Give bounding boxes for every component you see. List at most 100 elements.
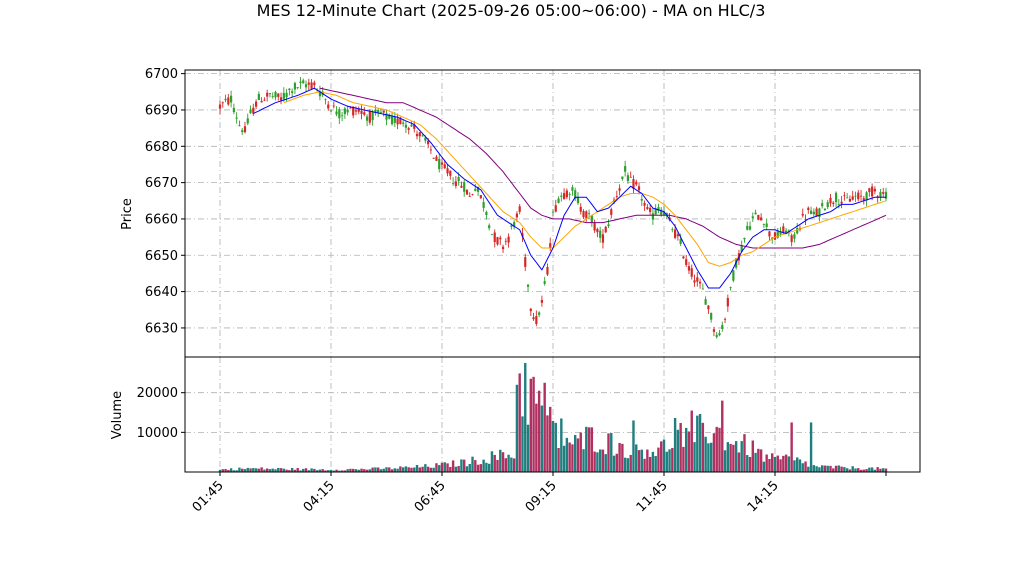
volume-bar (698, 413, 702, 472)
candle-up (762, 224, 765, 225)
volume-bar (551, 420, 555, 472)
candle-up (268, 93, 272, 95)
candle-up (571, 187, 574, 191)
volume-bar (299, 470, 302, 472)
volume-bar (743, 434, 746, 472)
candle-up (274, 91, 277, 98)
candle-down (554, 205, 557, 212)
volume-bar (829, 465, 832, 472)
volume-bar (440, 462, 444, 472)
volume-tick-label: 10000 (137, 426, 178, 441)
volume-bar (815, 466, 818, 472)
candle-down (790, 235, 793, 243)
candle-down (815, 208, 818, 216)
candle-up (729, 287, 732, 289)
volume-bar (721, 400, 724, 472)
candle-up (743, 237, 746, 240)
candle-down (307, 82, 310, 85)
candle-down (532, 317, 535, 320)
volume-bar (540, 405, 544, 472)
candle-down (760, 217, 763, 221)
volume-bar (296, 468, 299, 472)
candle-up (837, 204, 840, 206)
volume-bar (876, 467, 879, 472)
volume-bar (304, 468, 308, 472)
candle-up (590, 215, 593, 224)
candle-up (715, 334, 718, 338)
volume-bar (751, 440, 754, 472)
candle-up (410, 124, 413, 127)
candle-down (629, 176, 632, 178)
volume-bar (787, 456, 791, 472)
candle-up (551, 211, 555, 213)
volume-bar (654, 456, 657, 472)
candle-up (732, 270, 735, 281)
candle-up (740, 245, 743, 252)
volume-bar (837, 465, 841, 472)
candle-down (310, 82, 313, 89)
price-axis-label: Price (120, 198, 135, 230)
volume-bar (393, 468, 397, 472)
candle-up (365, 116, 369, 121)
volume-bar (826, 465, 829, 472)
price-tick-label: 6650 (145, 249, 178, 264)
volume-bar (848, 469, 852, 472)
candle-up (793, 234, 796, 239)
price-tick-label: 6700 (145, 67, 178, 82)
candle-down (707, 305, 710, 310)
candle-down (443, 164, 446, 169)
candle-down (696, 277, 699, 282)
volume-bar (629, 454, 632, 472)
volume-bar (310, 468, 313, 472)
volume-bar (726, 442, 730, 472)
candle-up (385, 113, 388, 120)
volume-bar (257, 468, 261, 472)
candle-down (582, 211, 585, 218)
candle-down (690, 268, 693, 277)
candle-up (241, 130, 244, 133)
candle-up (624, 166, 627, 172)
volume-bar (318, 469, 322, 472)
candle-down (368, 111, 371, 123)
ma-fast-line (253, 87, 886, 289)
candle-down (218, 104, 222, 109)
candle-down (649, 207, 652, 212)
volume-bar (618, 442, 621, 472)
candle-up (457, 177, 460, 182)
volume-bar (443, 462, 446, 472)
price-panel: 6630 6640 6650 6660 6670 6680 6690 6700 Price (120, 67, 921, 358)
candle-up (404, 124, 408, 128)
volume-bars (218, 362, 888, 472)
volume-bar (568, 442, 571, 472)
volume-bar (549, 406, 552, 472)
candle-up (721, 325, 724, 329)
volume-bar (363, 469, 366, 472)
candle-up (271, 96, 274, 98)
candle-up (526, 284, 530, 287)
candle-down (546, 267, 549, 275)
candle-down (601, 234, 605, 243)
candle-up (285, 92, 288, 98)
volume-bar (823, 465, 827, 472)
candle-up (232, 107, 235, 113)
volume-bar (646, 449, 649, 472)
volume-bar (463, 459, 466, 472)
candle-up (257, 93, 260, 101)
candle-down (396, 118, 399, 125)
volume-bar (401, 467, 405, 472)
candle-down (446, 168, 449, 174)
volume-axis-label: Volume (110, 391, 125, 439)
candle-up (230, 95, 233, 103)
candle-down (449, 170, 452, 176)
volume-bar (604, 454, 607, 472)
volume-bar (704, 436, 707, 472)
candle-down (807, 207, 810, 211)
volume-bar (651, 451, 655, 472)
volume-bar (254, 468, 258, 472)
volume-bar (238, 467, 241, 472)
candle-up (821, 203, 824, 207)
chart-title: MES 12-Minute Chart (2025-09-26 05:00~06… (257, 1, 766, 20)
volume-bar (671, 447, 674, 472)
volume-bar (851, 466, 854, 472)
volume-bar (418, 467, 421, 472)
